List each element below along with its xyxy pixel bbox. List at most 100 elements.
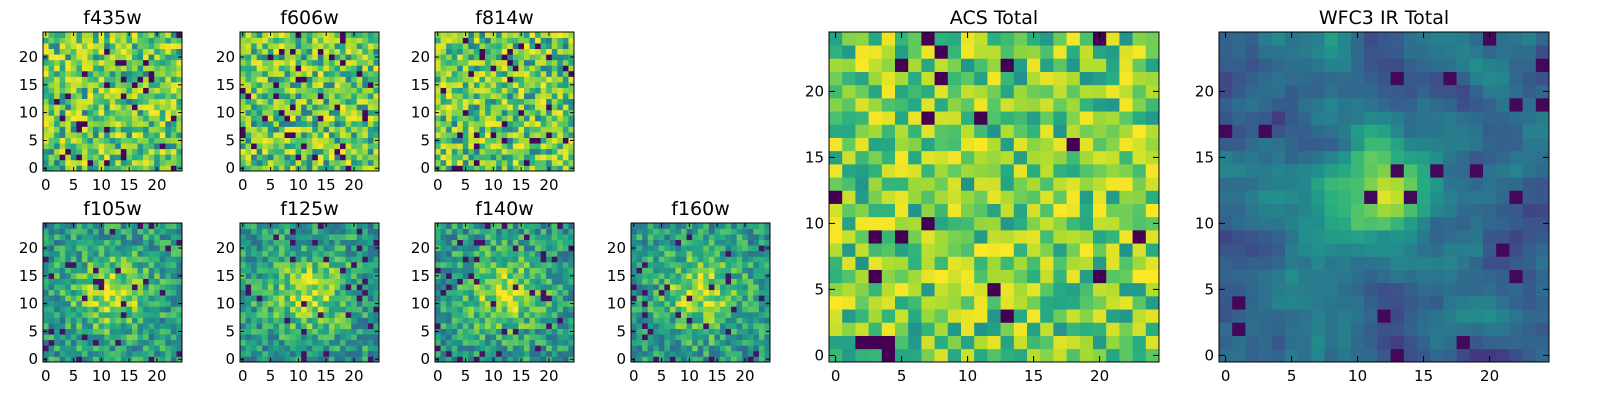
- heatmap-cell: [681, 328, 687, 335]
- heatmap-cell: [479, 48, 486, 55]
- heatmap-cell: [87, 148, 94, 155]
- heatmap-cell: [435, 278, 441, 285]
- heatmap-cell: [148, 317, 155, 324]
- heatmap-cell: [76, 300, 83, 307]
- heatmap-cell: [507, 234, 514, 241]
- heatmap-cell: [490, 317, 497, 324]
- heatmap-cell: [306, 65, 313, 72]
- heatmap-cell: [137, 295, 144, 302]
- heatmap-cell: [1145, 203, 1160, 218]
- heatmap-cell: [895, 322, 909, 336]
- heatmap-cell: [120, 48, 127, 55]
- heatmap-cell: [490, 300, 497, 307]
- heatmap-cell: [490, 59, 497, 66]
- heatmap-cell: [529, 289, 536, 296]
- heatmap-cell: [1106, 164, 1120, 178]
- heatmap-cell: [340, 70, 346, 77]
- heatmap-cell: [170, 234, 177, 241]
- heatmap-cell: [65, 267, 72, 274]
- heatmap-cell: [290, 120, 296, 127]
- heatmap-cell: [159, 328, 166, 335]
- heatmap-cell: [501, 148, 508, 155]
- heatmap-cell: [479, 159, 486, 166]
- heatmap-cell: [87, 289, 94, 296]
- heatmap-cell: [345, 273, 352, 279]
- heatmap-cell: [551, 82, 558, 88]
- heatmap-cell: [490, 350, 497, 357]
- heatmap-cell: [512, 70, 519, 77]
- heatmap-cell: [681, 306, 687, 313]
- heatmap-cell: [328, 256, 335, 263]
- heatmap-cell: [54, 295, 61, 302]
- heatmap-cell: [1053, 243, 1067, 257]
- heatmap-cell: [1106, 243, 1120, 257]
- heatmap-cell: [523, 137, 530, 144]
- heatmap-cell: [251, 228, 258, 235]
- heatmap-cell: [65, 223, 72, 229]
- heatmap-cell: [290, 32, 296, 38]
- heatmap-cell: [373, 93, 380, 100]
- heatmap-cell: [1093, 203, 1107, 218]
- heatmap-cell: [653, 223, 660, 229]
- heatmap-cell: [70, 306, 77, 313]
- heatmap-cell: [719, 256, 726, 263]
- heatmap-cell: [675, 261, 682, 268]
- heatmap-cell: [126, 43, 133, 50]
- heatmap-cell: [457, 245, 464, 252]
- heatmap-cell: [881, 335, 896, 350]
- heatmap-cell: [562, 317, 569, 324]
- heatmap-cell: [104, 132, 111, 138]
- heatmap-cell: [306, 245, 313, 252]
- heatmap-cell: [535, 148, 541, 155]
- heatmap-cell: [301, 300, 308, 307]
- heatmap-cell: [485, 239, 491, 246]
- heatmap-cell: [290, 261, 296, 268]
- heatmap-cell: [562, 278, 569, 285]
- heatmap-cell: [120, 317, 127, 324]
- heatmap-cell: [501, 350, 508, 357]
- heatmap-cell: [328, 132, 335, 138]
- heatmap-cell: [109, 120, 116, 127]
- axes-frame: [42, 222, 183, 363]
- heatmap-cell: [278, 115, 285, 122]
- heatmap-cell: [829, 309, 843, 323]
- x-tick-label: 20: [344, 367, 363, 385]
- heatmap-cell: [159, 87, 166, 94]
- heatmap-cell: [557, 70, 564, 77]
- heatmap-cell: [267, 328, 274, 335]
- heatmap-cell: [54, 356, 61, 363]
- heatmap-cell: [518, 98, 525, 105]
- heatmap-cell: [842, 282, 856, 297]
- heatmap-cell: [104, 317, 111, 324]
- heatmap-cell: [725, 223, 732, 229]
- heatmap-cell: [546, 109, 553, 116]
- heatmap-cell: [367, 228, 374, 235]
- heatmap-cell: [98, 126, 105, 133]
- heatmap-cell: [59, 278, 66, 285]
- heatmap-cell: [473, 165, 480, 172]
- heatmap-cell: [523, 334, 530, 341]
- heatmap-cell: [490, 261, 497, 268]
- heatmap-cell: [714, 284, 721, 291]
- heatmap-cell: [262, 70, 269, 77]
- heatmap-cell: [143, 148, 149, 155]
- heatmap-cell: [48, 37, 55, 44]
- heatmap-cell: [109, 137, 116, 144]
- heatmap-cell: [323, 98, 330, 105]
- heatmap-cell: [496, 43, 503, 50]
- heatmap-cell: [462, 234, 469, 241]
- heatmap-cell: [65, 70, 72, 77]
- heatmap-cell: [479, 245, 486, 252]
- heatmap-cell: [54, 37, 61, 44]
- heatmap-cell: [87, 87, 94, 94]
- heatmap-cell: [868, 243, 883, 257]
- heatmap-cell: [367, 328, 374, 335]
- heatmap-cell: [742, 306, 749, 313]
- heatmap-cell: [345, 239, 352, 246]
- heatmap-cell: [148, 334, 155, 341]
- heatmap-cell: [719, 228, 726, 235]
- heatmap-cell: [301, 120, 308, 127]
- heatmap-cell: [104, 239, 111, 246]
- heatmap-cell: [529, 32, 536, 38]
- heatmap-cell: [1027, 322, 1041, 336]
